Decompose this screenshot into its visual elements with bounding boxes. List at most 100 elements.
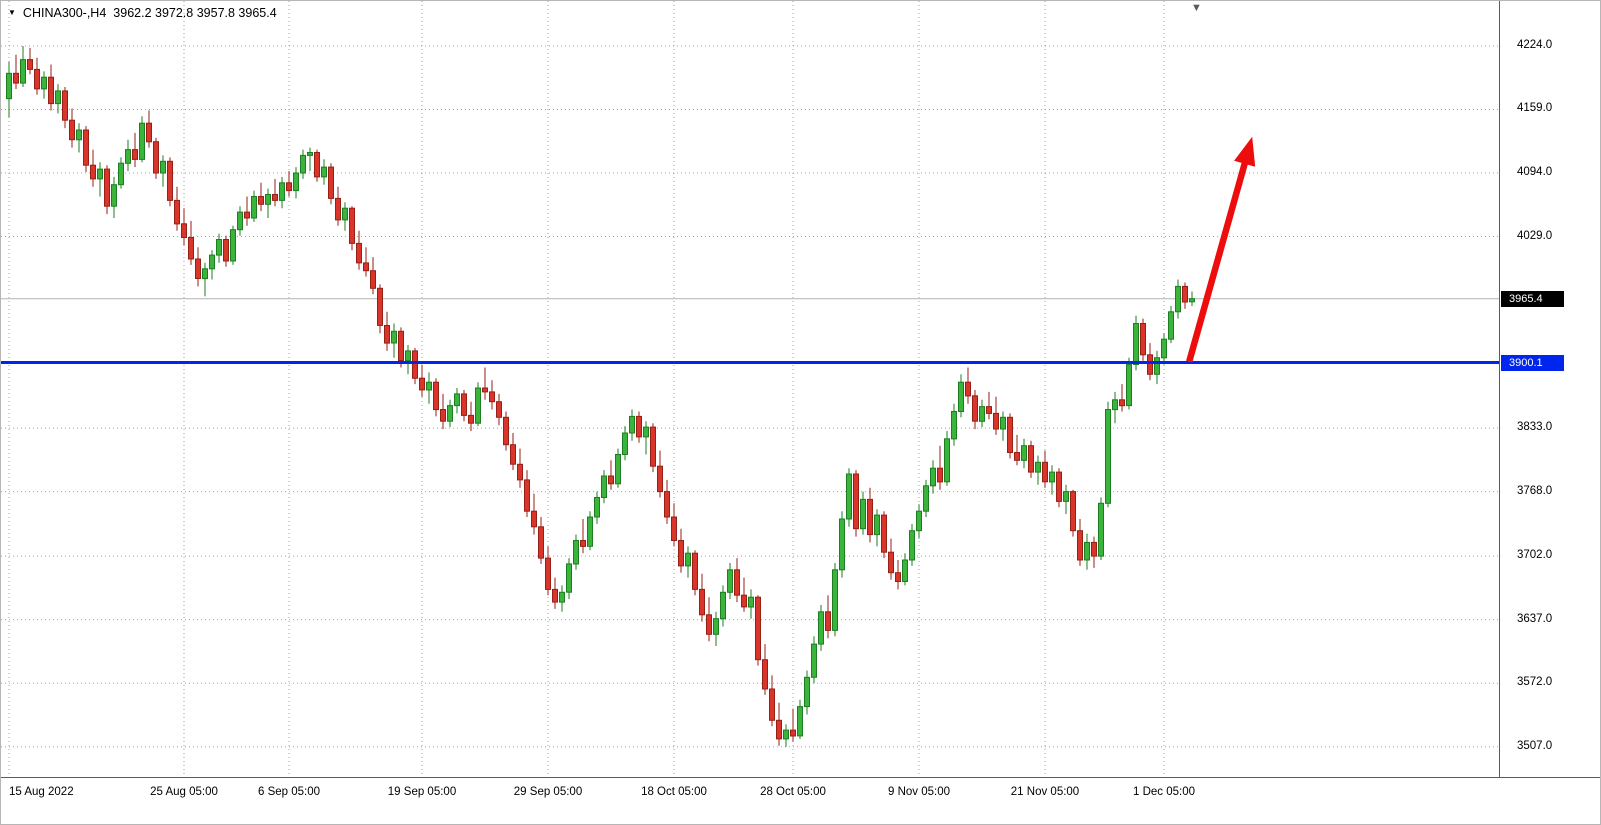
candle-body [1112,399,1118,411]
candle-body [447,405,453,422]
candle-body [1049,471,1055,483]
candle-body [1042,461,1048,483]
candle-body [1161,338,1167,359]
candle-body [832,569,838,631]
shift-marker-icon[interactable]: ▼ [1191,2,1202,14]
candle-body [1133,323,1139,365]
candle-body [622,432,628,455]
candle-body [412,350,418,379]
candle-body [839,518,845,571]
candle-body [1070,491,1076,532]
candle-body [188,237,194,260]
candle-body [993,412,999,430]
candle-body [90,164,96,180]
candle-body [104,168,110,207]
candle-body [1000,416,1006,430]
x-axis-label: 18 Oct 05:00 [641,786,707,798]
price-axis[interactable]: 4224.0 4159.0 4094.0 4029.0 3833.0 3768.0 3702… [1499,1,1600,777]
candle-body [41,76,47,90]
candle-body [398,330,404,362]
candle-body [363,262,369,272]
candle-body [678,540,684,567]
y-axis-label: 4094.0 [1517,166,1553,178]
symbol-marker-icon[interactable]: ▼ [8,8,16,17]
y-axis-label: 3702.0 [1517,549,1553,562]
candle-body [573,540,579,565]
candle-body [237,211,243,231]
candle-body [923,485,929,512]
candle-body [349,207,355,244]
candle-body [279,182,285,201]
candle-body [734,569,740,596]
candle-body [1154,357,1160,375]
candle-body [181,223,187,239]
current-price-badge: 3965.4 [1501,290,1564,307]
candle-body [741,594,747,608]
y-axis-label: 3833.0 [1517,421,1553,434]
candle-body [790,729,796,737]
candle-body [69,119,75,141]
candle-body [692,552,698,590]
candle-body [223,239,229,262]
x-axis-label: 6 Sep 05:00 [257,786,321,798]
candle-body [230,229,236,262]
candle-body [951,411,957,440]
x-axis-label: 1 Dec 05:00 [1132,786,1196,798]
candle-body [405,350,411,362]
candle-body [664,491,670,518]
candle-body [307,152,313,156]
candle-body [629,415,635,434]
candle-body [594,497,600,518]
y-axis-label: 3507.0 [1517,739,1553,752]
candle-body [160,160,166,174]
x-axis-label: 19 Sep 05:00 [387,786,457,798]
candle-body [377,287,383,326]
hline-price-badge: 3900.1 [1501,354,1564,371]
candle-body [685,552,691,567]
candle-body [860,498,866,530]
candle-body [216,239,222,256]
candle-body [965,381,971,397]
candle-body [286,182,292,192]
candle-body [391,330,397,344]
candle-body [979,406,985,422]
price-chart[interactable] [1,1,1499,777]
candle-body [461,393,467,416]
candle-body [20,59,26,84]
candle-body [335,197,341,221]
symbol-info: ▼ CHINA300-,H4 3962.2 3972.8 3957.8 3965… [8,6,277,20]
candle-body [27,59,33,70]
candle-body [356,242,362,264]
trend-arrow-shaft[interactable] [1186,158,1250,363]
candle-body [972,395,978,422]
candle-body [1021,445,1027,461]
candle-body [986,406,992,414]
candle-body [643,426,649,438]
candle-body [1077,530,1083,561]
candle-body [209,254,215,270]
candle-body [426,381,432,391]
candle-body [97,168,103,180]
candle-body [1147,354,1153,375]
candle-body [482,387,488,393]
candle-body [13,72,19,84]
candle-body [139,122,145,160]
candle-body [1126,364,1132,407]
candle-body [958,381,964,413]
x-axis-label: 25 Aug 05:00 [150,786,218,798]
candle-body [1119,399,1125,407]
y-axis-label: 4159.0 [1517,102,1553,115]
candle-body [153,141,159,174]
candle-body [384,325,390,344]
ohlc-readout: 3962.2 3972.8 3957.8 3965.4 [113,6,277,20]
candle-body [1028,445,1034,473]
candle-body [1007,416,1013,453]
candle-body [895,572,901,583]
candle-body [713,618,719,635]
candle-body [867,498,873,536]
candle-body [608,475,614,485]
candle-body [524,479,530,512]
trend-arrow-head[interactable] [1234,136,1256,167]
time-axis[interactable]: 15 Aug 2022 25 Aug 05:00 6 Sep 05:00 19 Sep… [1,777,1600,824]
